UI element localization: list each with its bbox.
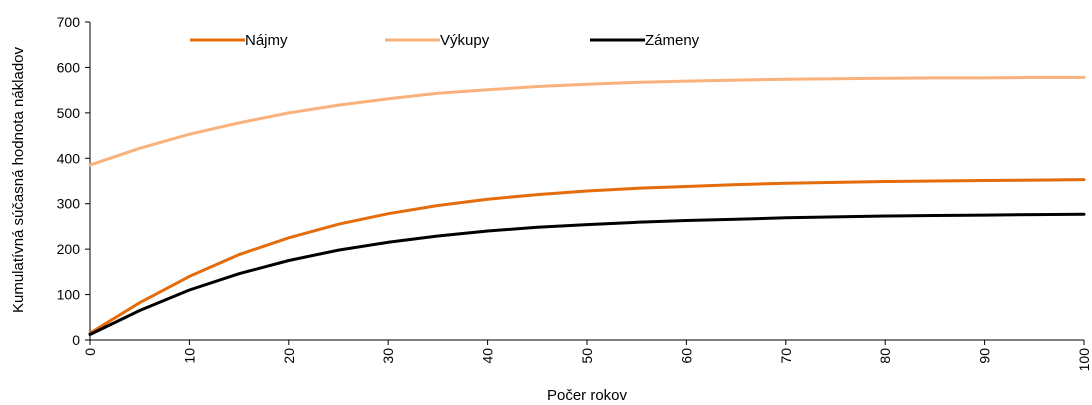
series-lines: [88, 75, 1086, 336]
y-tick-label: 600: [57, 59, 81, 75]
x-tick-label: 80: [877, 348, 893, 364]
y-tick-label: 500: [57, 105, 81, 121]
x-tick-label: 70: [778, 348, 794, 364]
y-tick-label: 0: [72, 332, 80, 348]
legend: Nájmy Výkupy Zámeny: [190, 32, 700, 49]
y-tick-label: 100: [57, 287, 81, 303]
y-tick-label: 400: [57, 150, 81, 166]
legend-label: Výkupy: [440, 32, 490, 49]
y-tick-label: 200: [57, 241, 81, 257]
x-axis-title: Počer rokov: [547, 387, 628, 404]
series-line: [88, 75, 1086, 167]
x-tick-label: 100: [1076, 348, 1092, 372]
x-tick-label: 40: [480, 348, 496, 364]
x-tick-label: 30: [380, 348, 396, 364]
legend-label: Nájmy: [245, 32, 288, 49]
x-tick-label: 10: [181, 348, 197, 364]
series-line: [88, 212, 1086, 336]
y-tick-label: 700: [57, 14, 81, 30]
x-tick-label: 90: [977, 348, 993, 364]
series-line: [88, 178, 1086, 335]
x-tick-label: 20: [281, 348, 297, 364]
y-tick-label: 300: [57, 196, 81, 212]
y-axis-title: Kumulatívná súčasná hodnota nákladov: [10, 46, 27, 313]
x-tick-label: 0: [82, 348, 98, 356]
legend-label: Zámeny: [645, 32, 700, 49]
x-tick-label: 60: [678, 348, 694, 364]
x-tick-label: 50: [579, 348, 595, 364]
axes: 0 100 200 300 400 500 600 700 0 10 20 30 40 50 60 70 80 9…: [57, 14, 1092, 371]
